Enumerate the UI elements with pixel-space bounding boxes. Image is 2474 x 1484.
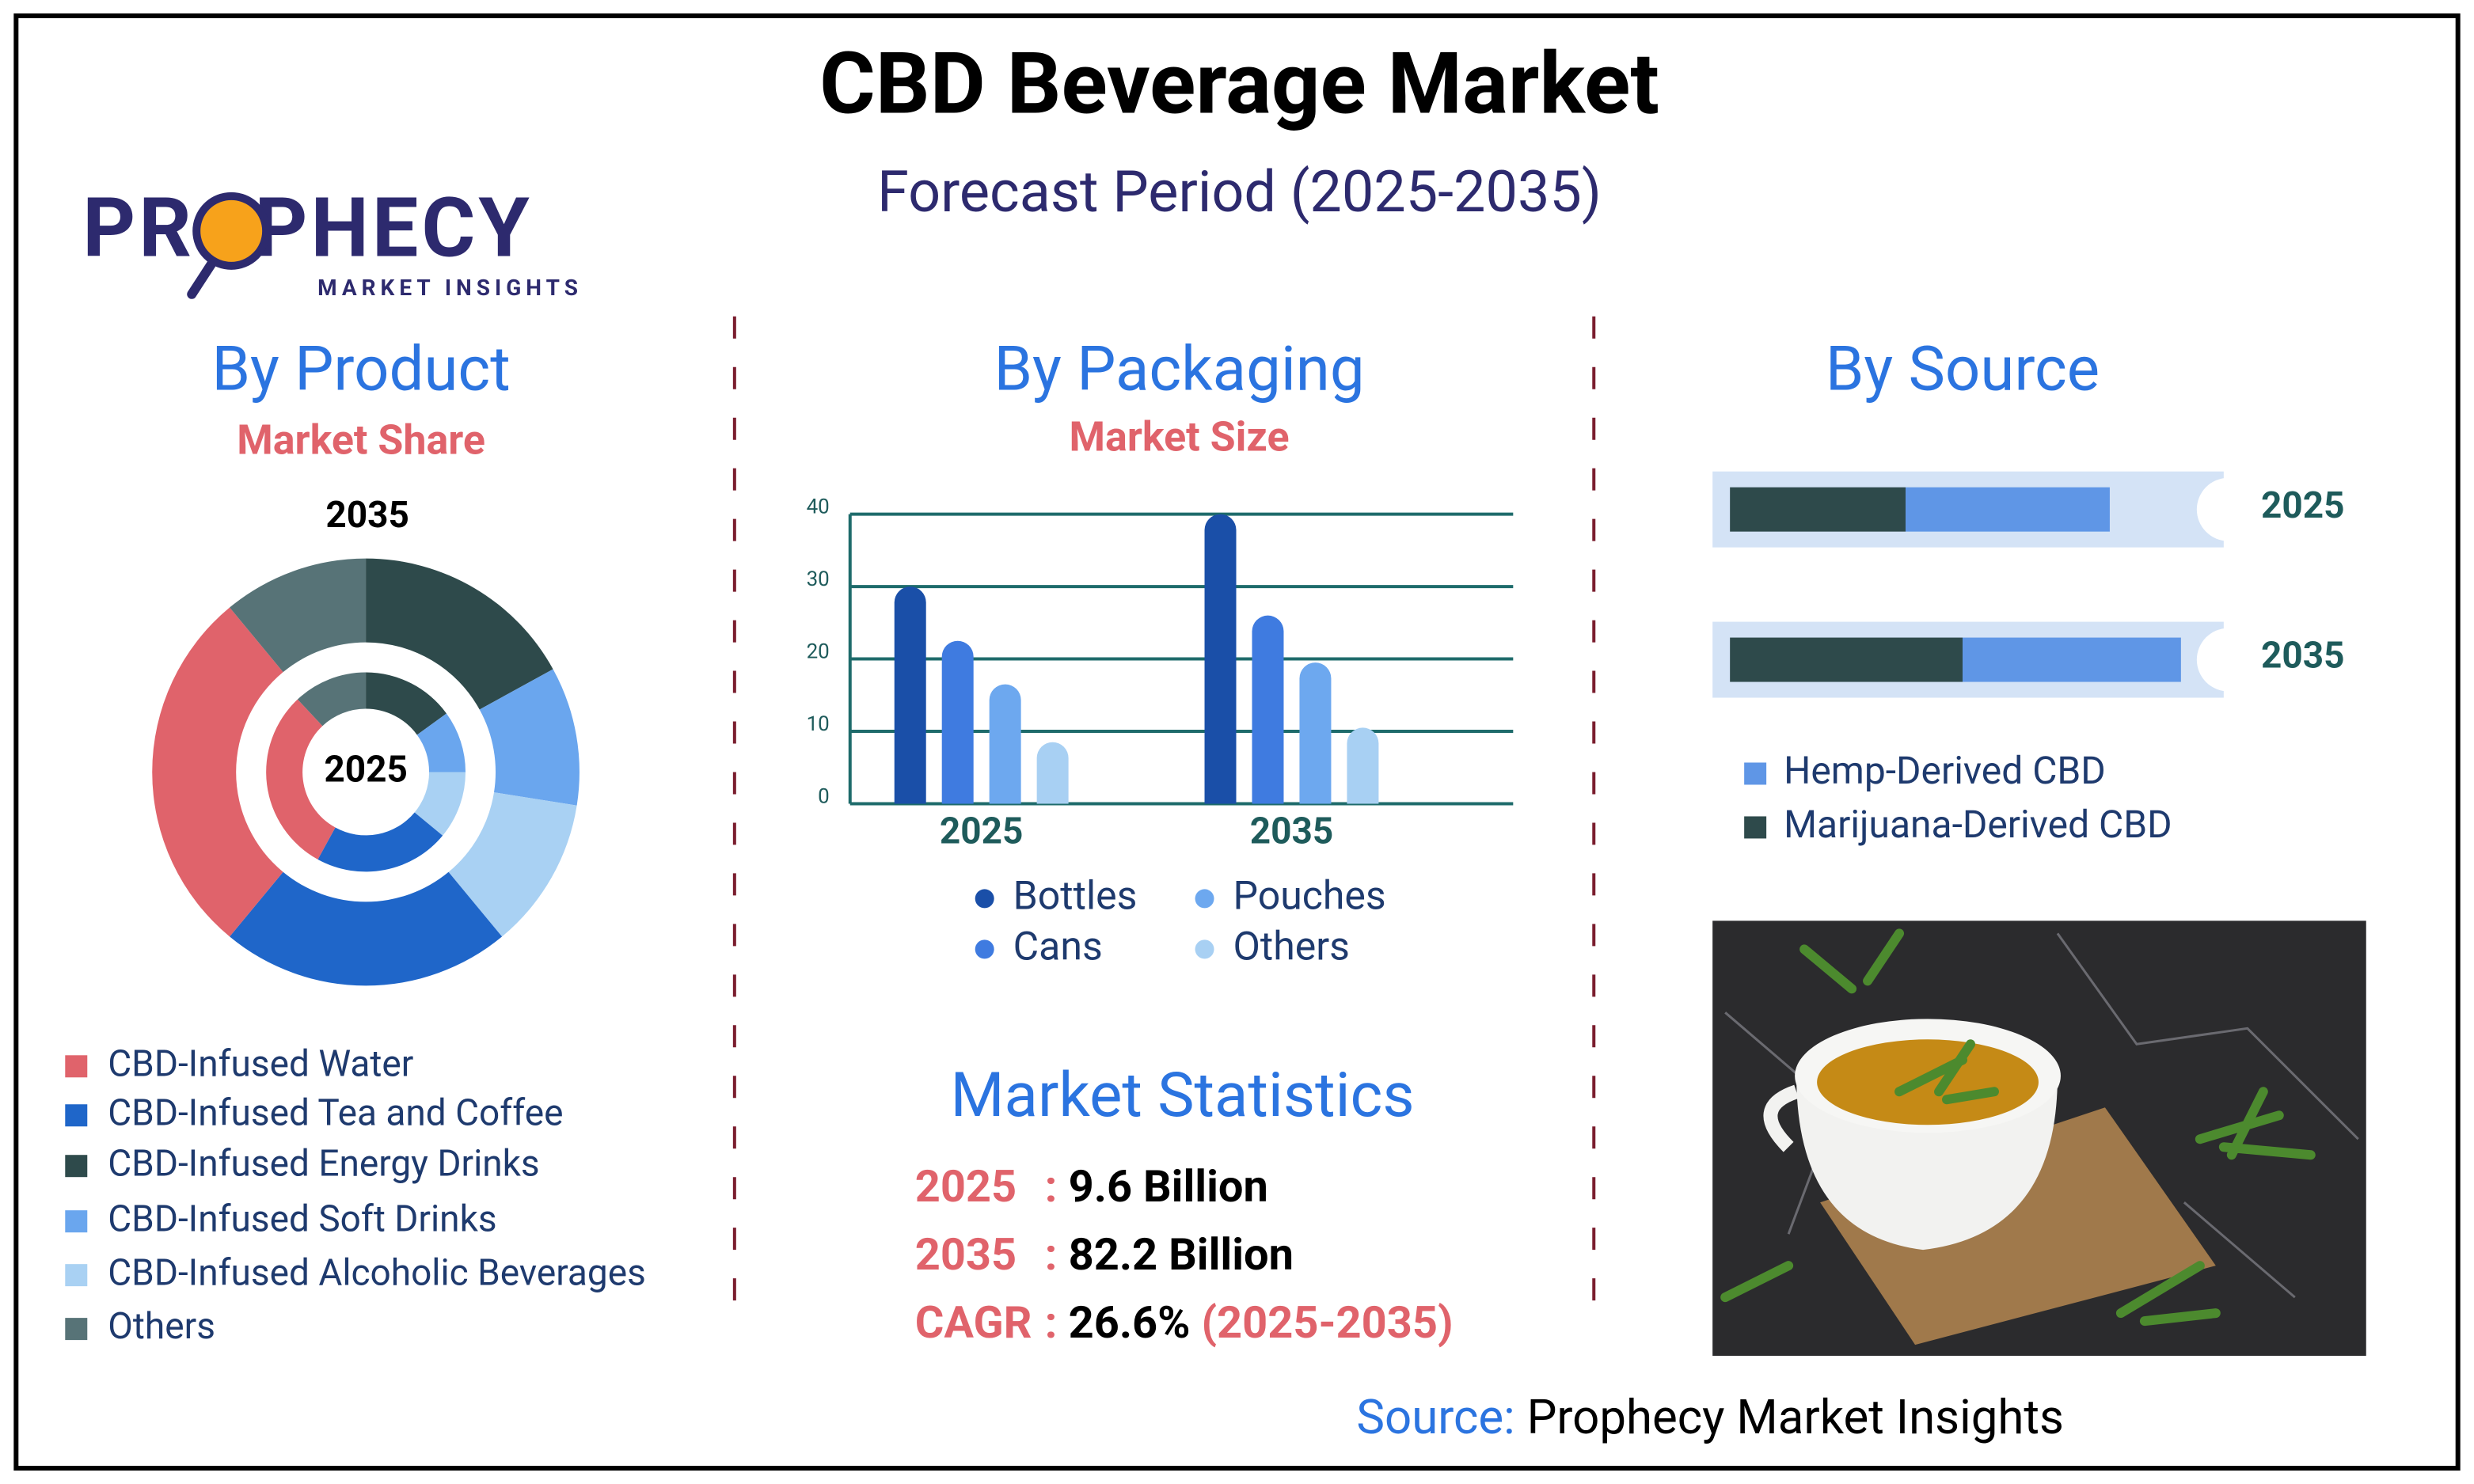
track-notch	[2196, 477, 2260, 541]
donut-segment	[152, 607, 283, 937]
logo: PROPHECY MARKET INSIGHTS	[82, 180, 583, 301]
y-tick-label: 20	[807, 640, 830, 663]
donut-segment	[366, 672, 447, 735]
stat-value: 9.6 Billion	[1069, 1160, 1268, 1213]
legend-marker	[975, 939, 994, 959]
legend-marker	[1195, 889, 1214, 909]
legend-label: Bottles	[1013, 874, 1138, 920]
donut-segment	[416, 713, 466, 772]
legend-label: Marijuana-Derived CBD	[1784, 802, 2172, 847]
source-line: Source: Prophecy Market Insights	[1356, 1389, 2064, 1445]
bar-segment	[1730, 637, 1963, 682]
category-label: 2035	[2261, 635, 2345, 677]
y-tick-label: 40	[807, 495, 830, 519]
section-subtitle: Market Share	[237, 416, 485, 464]
stat-row: 26.6% (2025-2035)	[1069, 1296, 1454, 1349]
stat-separator: :	[1045, 1160, 1058, 1213]
bar	[894, 586, 926, 804]
legend-swatch	[65, 1264, 88, 1287]
source-text: Prophecy Market Insights	[1527, 1389, 2064, 1445]
bar-segment	[1906, 487, 2110, 532]
logo-name: PROPHECY	[82, 180, 532, 276]
track-notch	[2196, 628, 2260, 692]
stat-label: 2025	[915, 1160, 1017, 1213]
legend-label: Others	[1233, 924, 1350, 970]
legend-label: CBD-Infused Tea and Coffee	[108, 1091, 563, 1134]
title: CBD Beverage Market	[819, 34, 1659, 134]
bar	[1252, 615, 1284, 804]
bar	[941, 640, 974, 804]
y-tick-label: 0	[818, 784, 830, 808]
source-label: Source:	[1356, 1389, 1514, 1445]
category-label: 2025	[2261, 484, 2345, 527]
magnifier	[192, 192, 271, 270]
section-title: By Packaging	[994, 333, 1364, 405]
bar-segment	[1730, 487, 1906, 532]
donut-segment	[297, 672, 367, 727]
bar	[989, 684, 1021, 804]
legend-swatch	[65, 1055, 88, 1078]
magnifier-handle	[187, 257, 218, 299]
donut-segment	[448, 792, 577, 937]
legend-label: Hemp-Derived CBD	[1784, 748, 2106, 793]
legend-swatch	[1744, 762, 1767, 785]
burlap	[1820, 1107, 2216, 1345]
legend-label: Cans	[1013, 924, 1103, 970]
legend-swatch	[65, 1104, 88, 1127]
x-tick-label: 2035	[1250, 810, 1334, 853]
cup-handle	[1763, 1084, 1799, 1152]
section-title: By Source	[1826, 333, 2100, 405]
y-tick-label: 30	[807, 567, 830, 591]
photo	[1712, 920, 2366, 1357]
y-tick-label: 10	[807, 712, 830, 736]
legend-swatch	[65, 1210, 88, 1233]
bar	[1204, 514, 1237, 804]
bar	[1347, 727, 1379, 804]
donut-segment	[266, 699, 336, 860]
ring-label: 2025	[324, 749, 408, 791]
donut-segment	[230, 871, 503, 986]
stat-note: (2025-2035)	[1201, 1296, 1453, 1349]
legend-marker	[1195, 939, 1214, 959]
legend-label: CBD-Infused Energy Drinks	[108, 1142, 539, 1185]
stat-value: 26.6%	[1069, 1296, 1191, 1349]
bar	[1299, 662, 1332, 804]
donut-segment	[230, 558, 367, 673]
bar	[1036, 742, 1069, 804]
donut-segment	[479, 669, 580, 806]
stat-label: 2035	[915, 1228, 1017, 1281]
legend-marker	[975, 889, 994, 909]
legend-swatch	[65, 1318, 88, 1341]
bar-segment	[1963, 637, 2181, 682]
donut-segment	[414, 772, 466, 836]
donut-segment	[366, 558, 553, 710]
section-subtitle: Market Size	[1070, 412, 1290, 461]
legend-label: CBD-Infused Alcoholic Beverages	[108, 1251, 646, 1294]
legend-label: CBD-Infused Water	[108, 1042, 413, 1085]
leaf	[1720, 928, 2316, 1326]
legend-label: CBD-Infused Soft Drinks	[108, 1197, 496, 1240]
statistics-title: Market Statistics	[951, 1060, 1415, 1132]
legend-swatch	[1744, 816, 1767, 839]
legend-label: Pouches	[1233, 874, 1386, 920]
x-tick-label: 2025	[940, 810, 1024, 853]
legend-label: Others	[108, 1305, 215, 1348]
stat-label: CAGR	[915, 1296, 1032, 1349]
ring-label: 2035	[325, 494, 409, 537]
logo-tagline: MARKET INSIGHTS	[317, 275, 583, 301]
legend-swatch	[65, 1155, 88, 1178]
stat-separator: :	[1045, 1296, 1058, 1349]
section-title: By Product	[211, 333, 510, 405]
stat-value: 82.2 Billion	[1069, 1228, 1294, 1281]
subtitle: Forecast Period (2025-2035)	[877, 158, 1602, 226]
leaf	[1894, 1039, 1999, 1105]
stat-separator: :	[1045, 1228, 1058, 1281]
donut-segment	[317, 812, 443, 872]
